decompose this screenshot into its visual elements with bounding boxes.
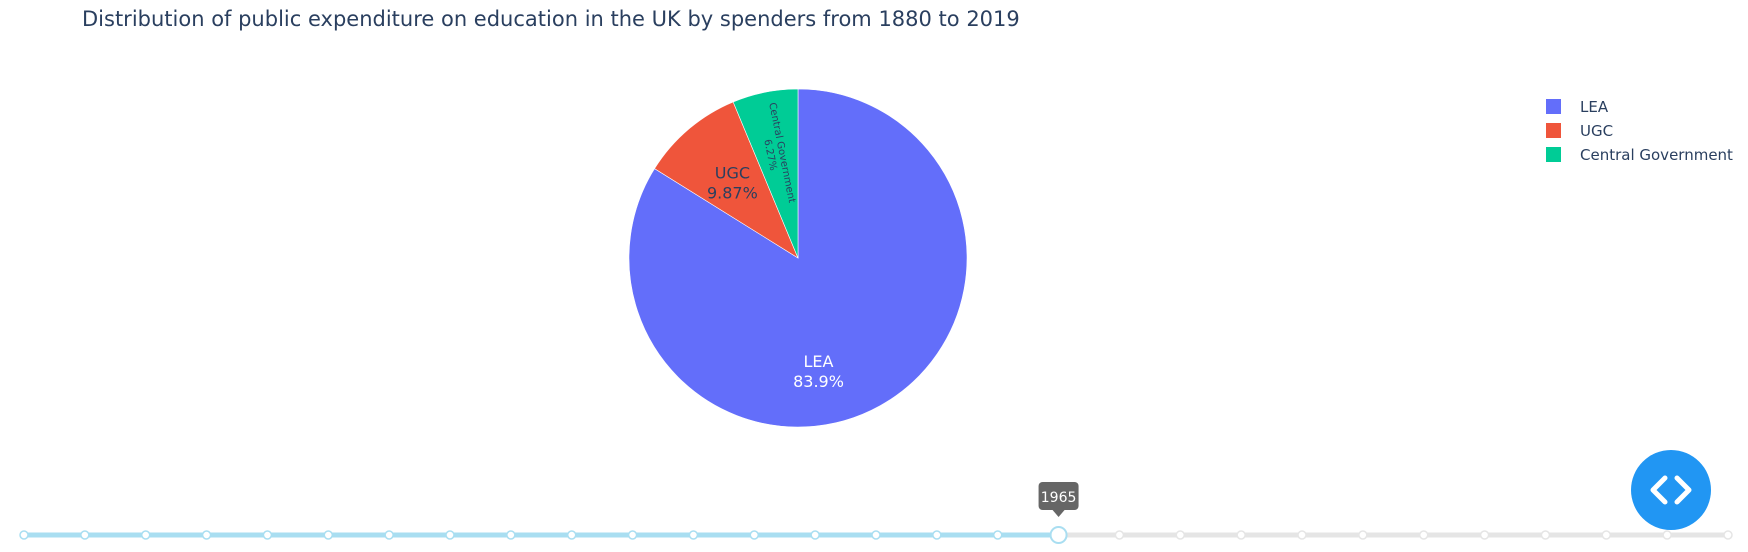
slider-step[interactable] bbox=[19, 530, 29, 540]
legend-swatch bbox=[1546, 99, 1561, 114]
svg-text:UGC: UGC bbox=[715, 164, 750, 183]
svg-text:LEA: LEA bbox=[804, 352, 834, 371]
legend-label: LEA bbox=[1580, 98, 1609, 116]
slider-step[interactable] bbox=[688, 530, 699, 540]
legend-swatch bbox=[1546, 123, 1561, 138]
legend-item-ugc[interactable]: UGC bbox=[1546, 122, 1613, 140]
slider-step[interactable] bbox=[1418, 530, 1429, 540]
slider-step[interactable] bbox=[1540, 530, 1551, 540]
svg-text:9.87%: 9.87% bbox=[707, 184, 758, 203]
slider-step[interactable] bbox=[871, 530, 881, 540]
slider-step[interactable] bbox=[201, 530, 212, 540]
code-toggle-button[interactable] bbox=[1631, 450, 1711, 530]
slider-step[interactable] bbox=[506, 530, 516, 540]
slider-step[interactable] bbox=[323, 530, 334, 540]
year-slider[interactable]: 1965 bbox=[19, 482, 1733, 544]
slider-step[interactable] bbox=[1175, 530, 1186, 540]
legend-swatch bbox=[1546, 147, 1561, 162]
slider-step[interactable] bbox=[1297, 530, 1307, 540]
svg-text:83.9%: 83.9% bbox=[793, 372, 844, 391]
legend-label: UGC bbox=[1580, 122, 1613, 140]
slider-step[interactable] bbox=[1662, 530, 1672, 540]
pie-slice-ugc[interactable] bbox=[654, 101, 799, 259]
slider-step[interactable] bbox=[1723, 530, 1733, 540]
slider-step[interactable] bbox=[1114, 530, 1125, 540]
pie-slice-central-government[interactable] bbox=[732, 88, 799, 259]
chart-title: Distribution of public expenditure on ed… bbox=[82, 7, 1020, 31]
svg-text:1965: 1965 bbox=[1041, 490, 1077, 506]
slider-step[interactable] bbox=[749, 530, 760, 540]
slider-step[interactable] bbox=[262, 530, 273, 540]
legend-label: Central Government bbox=[1580, 146, 1733, 164]
slider-step[interactable] bbox=[1236, 530, 1246, 540]
slider-step[interactable] bbox=[627, 530, 638, 540]
slider-step[interactable] bbox=[932, 530, 942, 540]
legend-item-central-government[interactable]: Central Government bbox=[1546, 146, 1733, 164]
slider-step[interactable] bbox=[810, 530, 820, 540]
slider-step[interactable] bbox=[566, 530, 577, 540]
legend-item-lea[interactable]: LEA bbox=[1546, 98, 1609, 116]
slider-current-value-tooltip: 1965 bbox=[1038, 482, 1079, 517]
slider-step[interactable] bbox=[992, 530, 1003, 540]
slider-step[interactable] bbox=[445, 530, 455, 540]
slider-step[interactable] bbox=[1479, 530, 1490, 540]
legend: LEA UGC Central Government bbox=[1546, 98, 1733, 164]
slider-step[interactable] bbox=[80, 530, 90, 540]
slider-handle[interactable] bbox=[1049, 526, 1068, 544]
slider-step[interactable] bbox=[1601, 530, 1612, 540]
code-brackets-icon bbox=[1650, 475, 1692, 505]
slider-step[interactable] bbox=[140, 530, 151, 540]
slider-step[interactable] bbox=[384, 530, 394, 540]
slider-step[interactable] bbox=[1358, 530, 1368, 540]
pie-slice-lea[interactable] bbox=[628, 88, 968, 428]
